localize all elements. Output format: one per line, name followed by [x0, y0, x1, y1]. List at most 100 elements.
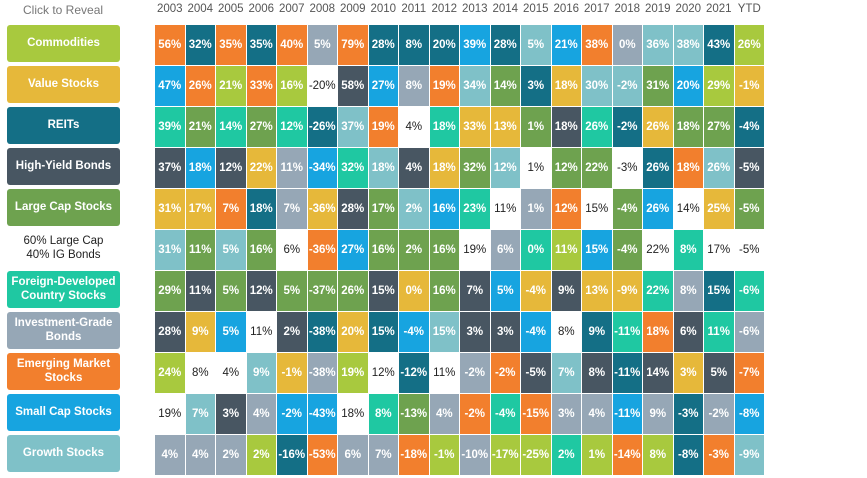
category-button-high-yield-bonds[interactable]: High-Yield Bonds [7, 148, 120, 185]
return-cell[interactable]: 18% [673, 107, 703, 147]
return-cell[interactable]: 79% [338, 25, 368, 65]
return-cell[interactable]: 19% [155, 394, 185, 434]
return-cell[interactable]: -11% [612, 353, 642, 393]
return-cell[interactable]: 26% [643, 107, 673, 147]
year-header-2009[interactable]: 2009 [339, 3, 366, 15]
return-cell[interactable]: 33% [246, 66, 276, 106]
return-cell[interactable]: 11% [704, 312, 734, 352]
return-cell[interactable]: 2% [551, 435, 581, 475]
return-cell[interactable]: 6% [490, 230, 520, 270]
return-cell[interactable]: -17% [490, 435, 520, 475]
return-cell[interactable]: -4% [734, 107, 764, 147]
return-cell[interactable]: 11% [277, 148, 307, 188]
return-cell[interactable]: 36% [643, 25, 673, 65]
return-cell[interactable]: 3% [551, 394, 581, 434]
category-button-emerging-market-stocks[interactable]: Emerging Market Stocks [7, 353, 120, 390]
return-cell[interactable]: 17% [368, 189, 398, 229]
return-cell[interactable]: 31% [155, 189, 185, 229]
return-cell[interactable]: 9% [185, 312, 215, 352]
return-cell[interactable]: 4% [155, 435, 185, 475]
return-cell[interactable]: 8% [399, 66, 429, 106]
category-button-large-cap-stocks[interactable]: Large Cap Stocks [7, 189, 120, 226]
return-cell[interactable]: -20% [307, 66, 337, 106]
return-cell[interactable]: 0% [399, 271, 429, 311]
return-cell[interactable]: 3% [490, 312, 520, 352]
return-cell[interactable]: 15% [368, 312, 398, 352]
return-cell[interactable]: -2% [460, 394, 490, 434]
return-cell[interactable]: 37% [338, 107, 368, 147]
return-cell[interactable]: 31% [643, 66, 673, 106]
return-cell[interactable]: 9% [551, 271, 581, 311]
return-cell[interactable]: -11% [612, 312, 642, 352]
return-cell[interactable]: 8% [582, 353, 612, 393]
return-cell[interactable]: 8% [399, 25, 429, 65]
return-cell[interactable]: -37% [307, 271, 337, 311]
return-cell[interactable]: 28% [490, 25, 520, 65]
return-cell[interactable]: 5% [216, 271, 246, 311]
return-cell[interactable]: 29% [704, 66, 734, 106]
return-cell[interactable]: -36% [307, 230, 337, 270]
return-cell[interactable]: 2% [399, 189, 429, 229]
return-cell[interactable]: 43% [704, 25, 734, 65]
return-cell[interactable]: 5% [216, 230, 246, 270]
return-cell[interactable]: 17% [185, 189, 215, 229]
return-cell[interactable]: -11% [612, 394, 642, 434]
return-cell[interactable]: 16% [429, 271, 459, 311]
return-cell[interactable]: -4% [612, 230, 642, 270]
return-cell[interactable]: 26% [734, 25, 764, 65]
year-header-2021[interactable]: 2021 [705, 3, 732, 15]
return-cell[interactable]: 47% [155, 66, 185, 106]
return-cell[interactable]: 38% [673, 25, 703, 65]
year-header-2015[interactable]: 2015 [522, 3, 549, 15]
year-header-2017[interactable]: 2017 [583, 3, 610, 15]
return-cell[interactable]: 18% [246, 189, 276, 229]
return-cell[interactable]: 6% [338, 435, 368, 475]
return-cell[interactable]: -4% [521, 312, 551, 352]
category-button-value-stocks[interactable]: Value Stocks [7, 66, 120, 103]
return-cell[interactable]: 26% [704, 148, 734, 188]
return-cell[interactable]: 11% [490, 189, 520, 229]
category-button-sixty-forty[interactable]: 60% Large Cap 40% IG Bonds [7, 230, 120, 267]
return-cell[interactable]: 33% [460, 107, 490, 147]
return-cell[interactable]: 3% [216, 394, 246, 434]
return-cell[interactable]: 12% [368, 353, 398, 393]
year-header-2006[interactable]: 2006 [248, 3, 275, 15]
return-cell[interactable]: 8% [185, 353, 215, 393]
return-cell[interactable]: 12% [246, 271, 276, 311]
return-cell[interactable]: 18% [185, 148, 215, 188]
year-header-2013[interactable]: 2013 [461, 3, 488, 15]
return-cell[interactable]: -3% [673, 394, 703, 434]
return-cell[interactable]: 29% [155, 271, 185, 311]
return-cell[interactable]: 31% [155, 230, 185, 270]
return-cell[interactable]: 18% [368, 148, 398, 188]
return-cell[interactable]: -36% [307, 189, 337, 229]
year-header-2007[interactable]: 2007 [278, 3, 305, 15]
return-cell[interactable]: -3% [612, 148, 642, 188]
return-cell[interactable]: 26% [643, 189, 673, 229]
return-cell[interactable]: 1% [521, 107, 551, 147]
return-cell[interactable]: 8% [551, 312, 581, 352]
return-cell[interactable]: -2% [704, 394, 734, 434]
return-cell[interactable]: 38% [582, 25, 612, 65]
return-cell[interactable]: 12% [490, 148, 520, 188]
return-cell[interactable]: 30% [582, 66, 612, 106]
return-cell[interactable]: 19% [460, 230, 490, 270]
return-cell[interactable]: 12% [551, 148, 581, 188]
return-cell[interactable]: 27% [338, 230, 368, 270]
return-cell[interactable]: 16% [429, 189, 459, 229]
return-cell[interactable]: -1% [277, 353, 307, 393]
return-cell[interactable]: 4% [246, 394, 276, 434]
category-button-growth-stocks[interactable]: Growth Stocks [7, 435, 120, 472]
return-cell[interactable]: 18% [673, 148, 703, 188]
return-cell[interactable]: 14% [673, 189, 703, 229]
return-cell[interactable]: 15% [582, 230, 612, 270]
return-cell[interactable]: 8% [368, 394, 398, 434]
return-cell[interactable]: 13% [490, 107, 520, 147]
return-cell[interactable]: 13% [582, 271, 612, 311]
return-cell[interactable]: 21% [551, 25, 581, 65]
year-header-2008[interactable]: 2008 [309, 3, 336, 15]
year-header-2004[interactable]: 2004 [187, 3, 214, 15]
return-cell[interactable]: 8% [673, 230, 703, 270]
return-cell[interactable]: 1% [582, 435, 612, 475]
return-cell[interactable]: 16% [429, 230, 459, 270]
